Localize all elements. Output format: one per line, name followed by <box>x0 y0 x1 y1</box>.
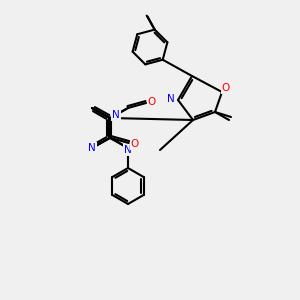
Text: N: N <box>124 145 132 155</box>
Text: N: N <box>167 94 175 104</box>
Text: N: N <box>112 110 120 120</box>
Text: N: N <box>88 143 96 153</box>
Text: O: O <box>130 139 139 149</box>
Text: O: O <box>222 83 230 93</box>
Text: O: O <box>148 97 156 107</box>
